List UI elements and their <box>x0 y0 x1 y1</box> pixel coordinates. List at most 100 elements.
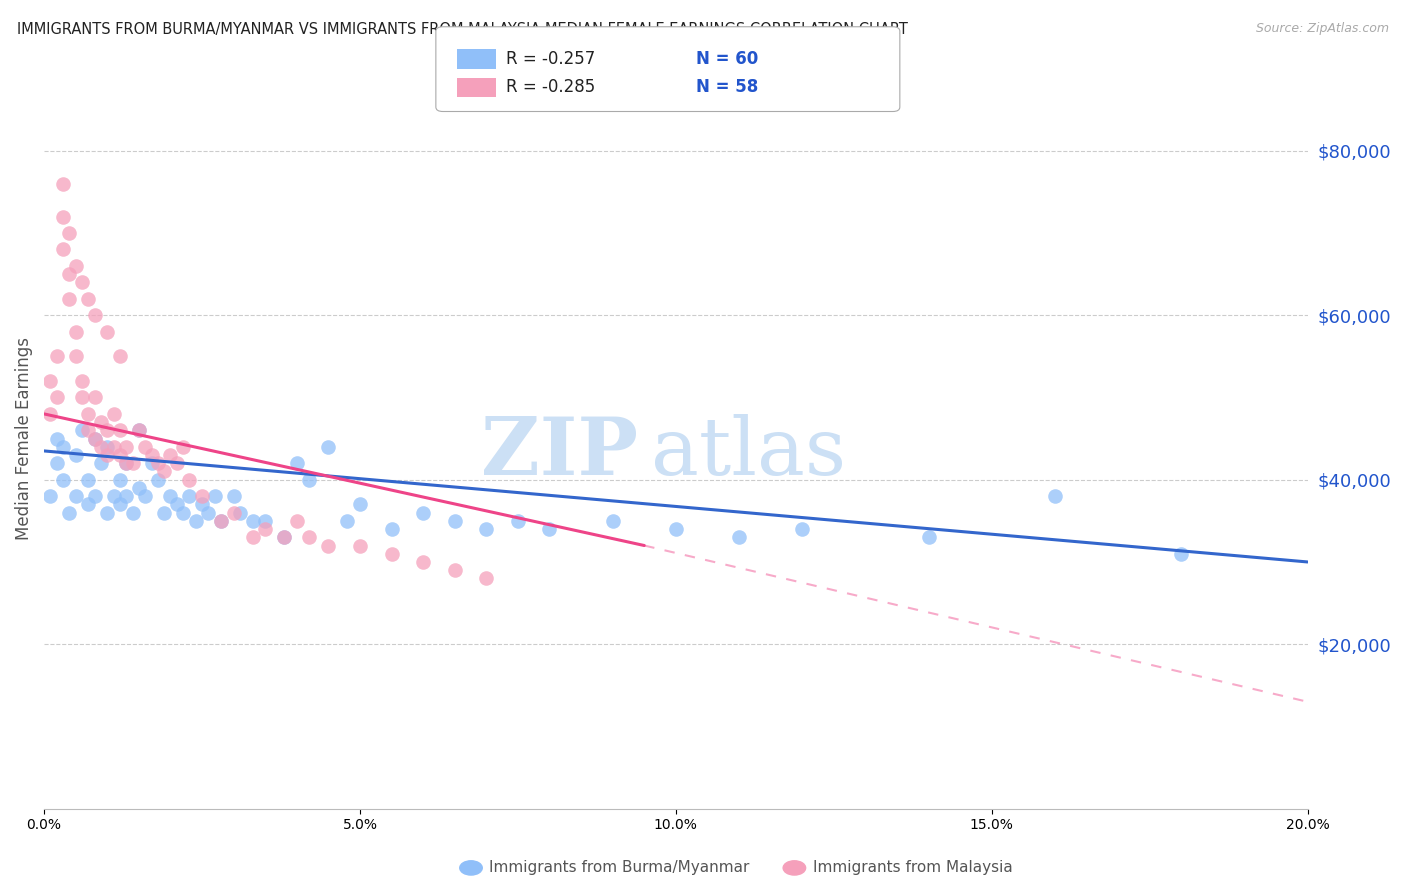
Point <box>65 325 87 339</box>
Point <box>665 522 688 536</box>
Point <box>90 440 112 454</box>
Point <box>45 391 67 405</box>
Point <box>83 432 105 446</box>
Point <box>52 473 75 487</box>
Point <box>285 514 308 528</box>
Point <box>538 522 561 536</box>
Point <box>197 506 219 520</box>
Point <box>96 440 118 454</box>
Point <box>191 497 214 511</box>
Point <box>204 489 226 503</box>
Point <box>52 243 75 257</box>
Point <box>349 497 371 511</box>
Point <box>254 514 277 528</box>
Point <box>254 522 277 536</box>
Point <box>39 374 62 388</box>
Point <box>443 514 465 528</box>
Point <box>380 522 402 536</box>
Point <box>103 440 125 454</box>
Point <box>134 440 156 454</box>
Point <box>83 489 105 503</box>
Point <box>108 497 131 511</box>
Point <box>108 473 131 487</box>
Point <box>128 481 150 495</box>
Point <box>83 432 105 446</box>
Point <box>115 489 138 503</box>
Point <box>728 530 751 544</box>
Text: atlas: atlas <box>651 415 845 492</box>
Point <box>159 489 181 503</box>
Point <box>70 276 93 290</box>
Point <box>166 497 188 511</box>
Point <box>121 456 143 470</box>
Point <box>77 423 100 437</box>
Text: N = 58: N = 58 <box>696 78 758 96</box>
Point <box>222 506 245 520</box>
Point <box>412 506 434 520</box>
Point <box>108 423 131 437</box>
Point <box>602 514 624 528</box>
Point <box>146 456 169 470</box>
Text: Immigrants from Burma/Myanmar: Immigrants from Burma/Myanmar <box>489 861 749 875</box>
Point <box>506 514 529 528</box>
Text: ZIP: ZIP <box>481 415 638 492</box>
Point <box>90 456 112 470</box>
Point <box>45 456 67 470</box>
Point <box>242 514 264 528</box>
Point <box>242 530 264 544</box>
Point <box>191 489 214 503</box>
Point <box>103 407 125 421</box>
Point <box>65 350 87 364</box>
Point <box>65 489 87 503</box>
Point <box>77 407 100 421</box>
Point <box>45 350 67 364</box>
Point <box>128 423 150 437</box>
Text: N = 60: N = 60 <box>696 50 758 68</box>
Point <box>108 448 131 462</box>
Text: R = -0.257: R = -0.257 <box>506 50 595 68</box>
Text: Immigrants from Malaysia: Immigrants from Malaysia <box>813 861 1012 875</box>
Text: R = -0.285: R = -0.285 <box>506 78 595 96</box>
Point <box>153 506 176 520</box>
Point <box>273 530 295 544</box>
Point <box>90 415 112 429</box>
Point <box>380 547 402 561</box>
Point <box>70 423 93 437</box>
Point <box>1170 547 1192 561</box>
Point <box>70 374 93 388</box>
Point <box>172 506 194 520</box>
Point <box>52 177 75 191</box>
Point <box>58 267 80 281</box>
Point <box>229 506 252 520</box>
Point <box>318 539 340 553</box>
Point <box>222 489 245 503</box>
Point <box>273 530 295 544</box>
Point <box>336 514 359 528</box>
Y-axis label: Median Female Earnings: Median Female Earnings <box>15 337 32 540</box>
Point <box>134 489 156 503</box>
Point <box>77 292 100 306</box>
Point <box>179 489 201 503</box>
Point <box>443 563 465 577</box>
Point <box>58 226 80 240</box>
Point <box>209 514 232 528</box>
Point <box>128 423 150 437</box>
Text: Source: ZipAtlas.com: Source: ZipAtlas.com <box>1256 22 1389 36</box>
Point <box>52 440 75 454</box>
Point <box>108 350 131 364</box>
Point <box>917 530 939 544</box>
Point <box>184 514 207 528</box>
Point <box>1043 489 1066 503</box>
Point <box>115 440 138 454</box>
Point <box>298 473 321 487</box>
Point <box>792 522 814 536</box>
Point <box>121 506 143 520</box>
Point <box>115 456 138 470</box>
Point <box>141 456 163 470</box>
Point <box>96 325 118 339</box>
Point <box>96 506 118 520</box>
Point <box>285 456 308 470</box>
Point <box>96 448 118 462</box>
Point <box>115 456 138 470</box>
Point <box>349 539 371 553</box>
